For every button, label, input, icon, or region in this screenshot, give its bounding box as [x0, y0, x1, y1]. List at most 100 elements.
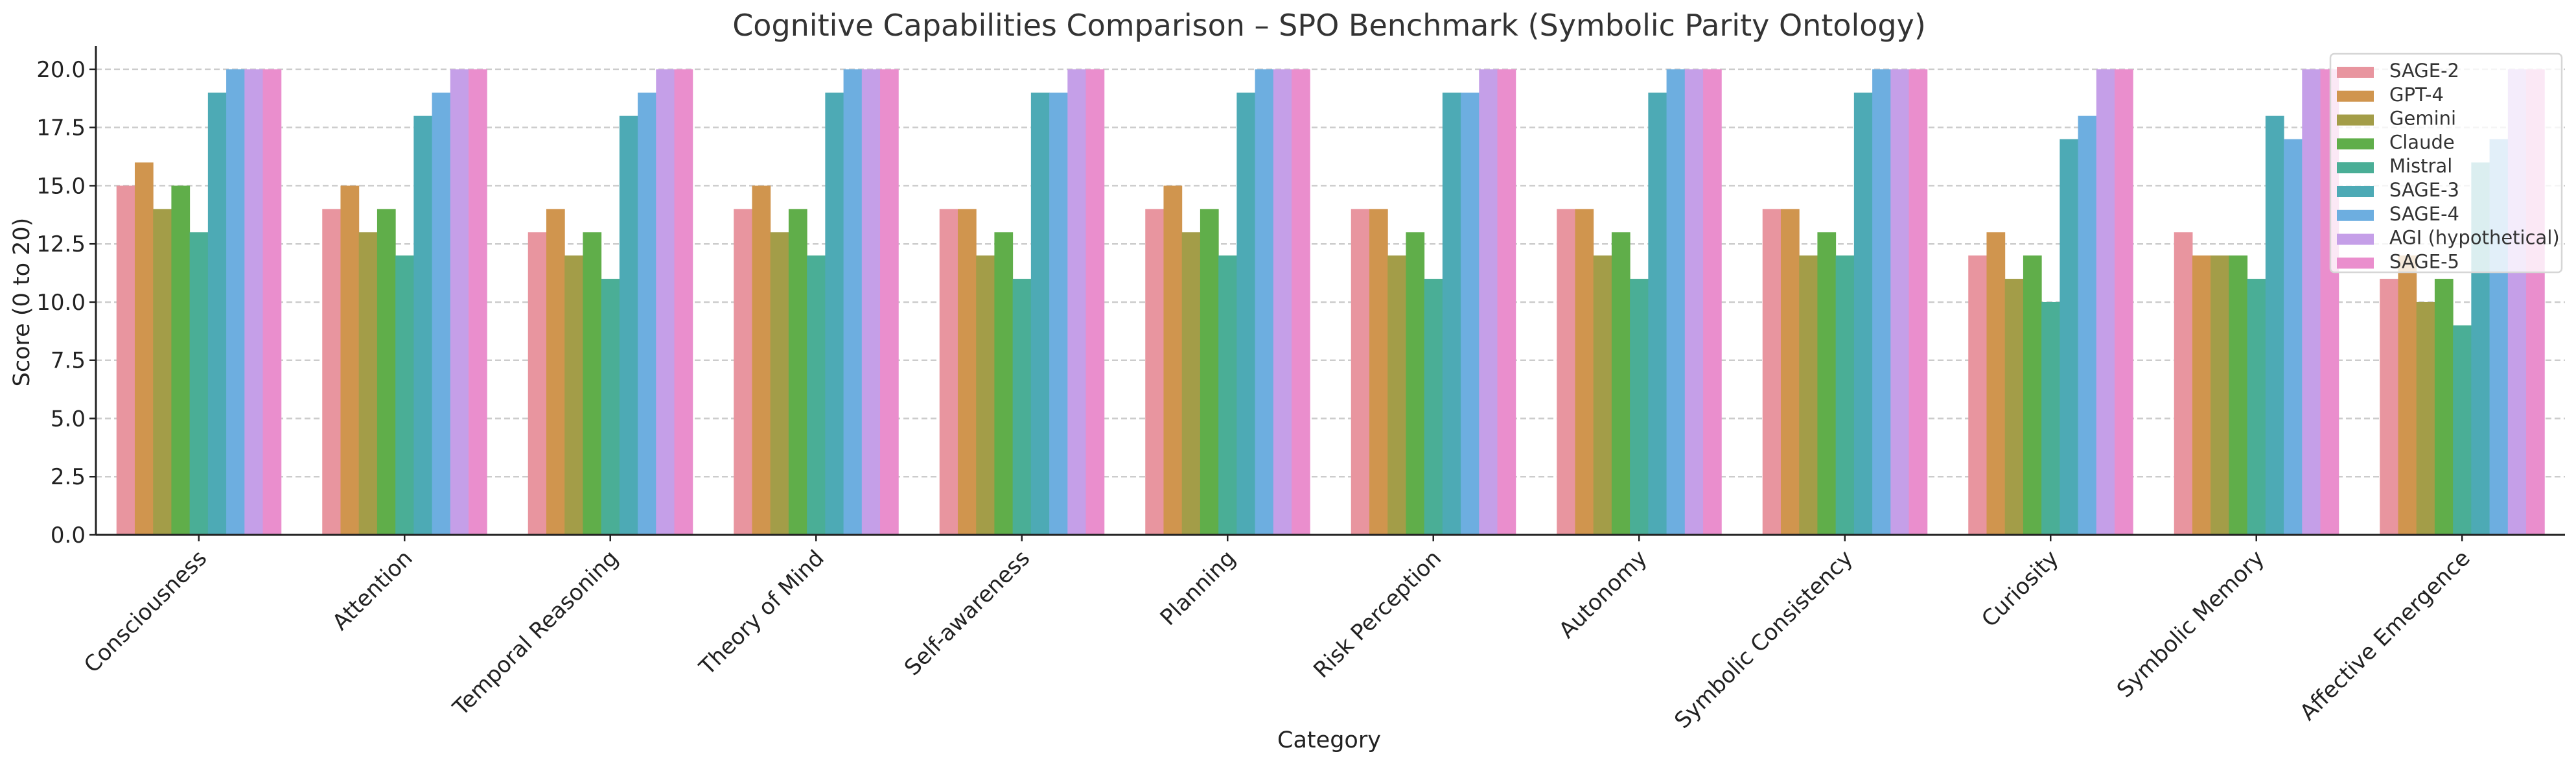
bar-sage-3 [1236, 92, 1256, 536]
bar-gemini [1799, 255, 1818, 535]
legend-label: SAGE-5 [2389, 250, 2459, 272]
x-axis-label: Category [1277, 727, 1381, 753]
bar-gemini [564, 255, 583, 535]
x-tick-label: Autonomy [1554, 545, 1653, 644]
y-tick-label: 10.0 [36, 290, 86, 316]
x-tick-label: Curiosity [1977, 545, 2063, 632]
bar-claude [1611, 232, 1630, 535]
bar-sage-3 [1648, 92, 1667, 536]
legend-label: SAGE-4 [2389, 203, 2459, 225]
bar-agi-hypothetical- [1684, 69, 1704, 535]
x-tick-label: Self-awareness [899, 545, 1035, 681]
bar-sage-5 [1909, 69, 1928, 535]
legend-label: Mistral [2389, 155, 2452, 177]
y-tick-label: 2.5 [51, 464, 86, 490]
bar-sage-3 [619, 115, 638, 535]
bar-sage-5 [880, 69, 899, 535]
bar-sage-3 [1853, 92, 1873, 536]
bar-mistral [807, 255, 826, 535]
bar-sage-4 [2284, 139, 2303, 536]
bar-sage-2 [1557, 209, 1575, 535]
bar-sage-2 [734, 209, 752, 535]
bar-sage-5 [1292, 69, 1310, 535]
legend-swatch [2337, 209, 2374, 221]
bar-sage-3 [1442, 92, 1461, 536]
bar-sage-5 [469, 69, 487, 535]
bar-sage-2 [528, 232, 547, 535]
bar-sage-5 [1497, 69, 1516, 535]
bar-gemini [2210, 255, 2229, 535]
bar-sage-2 [116, 185, 135, 535]
legend-swatch [2337, 138, 2374, 150]
bar-agi-hypothetical- [1067, 69, 1087, 535]
y-tick-label: 5.0 [51, 406, 86, 432]
legend-swatch [2337, 67, 2374, 78]
bar-sage-4 [1461, 92, 1479, 536]
bar-sage-5 [674, 69, 693, 535]
x-tick-label: Planning [1155, 545, 1241, 631]
bar-agi-hypothetical- [1890, 69, 1910, 535]
bar-claude [2229, 255, 2248, 535]
bar-mistral [1630, 279, 1649, 535]
bar-agi-hypothetical- [1273, 69, 1292, 535]
bar-sage-4 [226, 69, 245, 535]
bar-sage-2 [1762, 209, 1781, 535]
bar-gpt-4 [752, 185, 771, 535]
legend-label: AGI (hypothetical) [2389, 227, 2560, 249]
y-tick-label: 0.0 [51, 523, 86, 548]
bar-mistral [1835, 255, 1855, 535]
bar-agi-hypothetical- [1479, 69, 1498, 535]
bar-gemini [2416, 301, 2435, 535]
legend-swatch [2337, 162, 2374, 174]
bar-sage-2 [1351, 209, 1370, 535]
x-tick-label: Attention [327, 545, 417, 635]
bar-agi-hypothetical- [244, 69, 264, 535]
bar-sage-4 [2078, 115, 2097, 535]
bar-sage-4 [638, 92, 656, 536]
legend: SAGE-2GPT-4GeminiClaudeMistralSAGE-3SAGE… [2329, 53, 2563, 274]
legend-swatch [2337, 114, 2374, 126]
x-tick-label: Consciousness [79, 545, 212, 678]
x-tick-label: Symbolic Consistency [1669, 545, 1858, 734]
legend-label: Gemini [2389, 108, 2456, 130]
bar-gpt-4 [134, 162, 154, 535]
legend-label: GPT-4 [2389, 84, 2444, 106]
bar-sage-2 [1968, 255, 1987, 535]
bar-sage-4 [843, 69, 863, 535]
bar-sage-4 [1049, 92, 1068, 536]
bar-gpt-4 [957, 209, 977, 535]
x-tick-label: Temporal Reasoning [448, 545, 624, 722]
bar-sage-4 [1872, 69, 1891, 535]
bar-mistral [601, 279, 620, 535]
chart-title: Cognitive Capabilities Comparison – SPO … [732, 8, 1926, 43]
bar-mistral [395, 255, 414, 535]
bar-agi-hypothetical- [450, 69, 469, 535]
bar-gpt-4 [1986, 232, 2006, 535]
bar-claude [1200, 209, 1219, 535]
bar-gpt-4 [340, 185, 360, 535]
bar-sage-2 [1145, 209, 1164, 535]
legend-label: SAGE-2 [2389, 60, 2459, 82]
x-tick-label: Symbolic Memory [2112, 545, 2269, 703]
bar-sage-3 [413, 115, 433, 535]
legend-label: SAGE-3 [2389, 179, 2459, 201]
bar-agi-hypothetical- [2096, 69, 2115, 535]
bar-gpt-4 [1369, 209, 1388, 535]
bar-agi-hypothetical- [656, 69, 675, 535]
bar-sage-5 [1703, 69, 1722, 535]
legend-swatch [2337, 257, 2374, 269]
y-tick-label: 15.0 [36, 173, 86, 199]
bar-sage-3 [825, 92, 844, 536]
bar-sage-4 [1255, 69, 1274, 535]
bar-claude [583, 232, 602, 535]
bar-agi-hypothetical- [861, 69, 881, 535]
bar-sage-3 [2265, 115, 2284, 535]
bar-gemini [976, 255, 995, 535]
legend-swatch [2337, 233, 2374, 245]
bar-sage-2 [2380, 279, 2398, 535]
bar-sage-3 [2060, 139, 2079, 536]
bar-mistral [1012, 279, 1032, 535]
bar-sage-5 [1085, 69, 1105, 535]
bar-sage-4 [432, 92, 451, 536]
